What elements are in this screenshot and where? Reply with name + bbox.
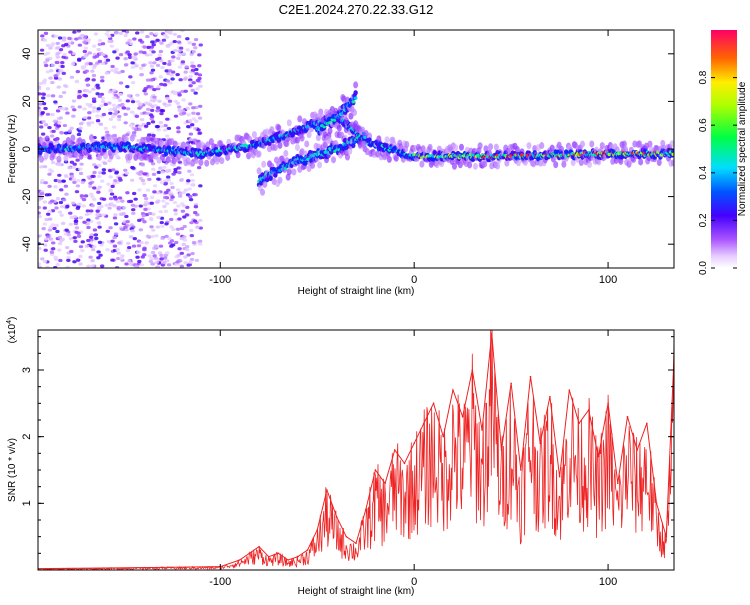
colorbar-tick-label: 0.4 [698, 165, 709, 179]
snr-point [549, 395, 551, 398]
snr-point [316, 529, 319, 531]
colorbar-ticks: 0.0 0.2 0.4 0.6 0.8 [698, 70, 737, 275]
snr-point [384, 482, 386, 485]
spectrogram-y-tick-label: -20 [21, 189, 33, 205]
snr-point [403, 462, 406, 465]
snr-point [587, 409, 590, 411]
snr-point [306, 549, 309, 551]
spectrogram-y-tick-label: 0 [21, 146, 33, 152]
snr-y-scale-exponent: 4 [6, 320, 13, 324]
snr-axes: -100 0 100 1 2 3 [21, 330, 674, 588]
snr-point [461, 415, 464, 418]
chart-title: C2E1.2024.270.22.33.G12 [279, 2, 434, 17]
snr-noise-trace [38, 330, 674, 570]
spectrogram-x-tick-label: -100 [209, 274, 231, 286]
spectrogram-y-tick-label: 20 [21, 95, 33, 107]
snr-point [616, 482, 619, 485]
spectrogram-axes: -100 0 100 -40 -20 0 20 40 [21, 30, 674, 286]
snr-point [597, 455, 600, 458]
snr-points [38, 332, 674, 570]
snr-point [655, 502, 658, 505]
snr-point [258, 545, 260, 548]
colorbar-tick-label: 0.2 [698, 213, 709, 227]
snr-point [626, 415, 629, 418]
snr-point [481, 429, 483, 431]
snr-point [432, 402, 435, 405]
spectrogram-x-label: Height of straight line (km) [298, 286, 415, 297]
snr-point [267, 555, 270, 558]
snr-point [413, 442, 415, 445]
snr-y-scale-prefix: (x10 [7, 323, 18, 343]
snr-point [452, 389, 454, 391]
snr-point [529, 375, 532, 378]
spectrogram-y-tick-label: -40 [21, 236, 33, 252]
snr-point [423, 422, 425, 425]
snr-point [558, 475, 561, 478]
colorbar-tick-label: 0.6 [698, 118, 709, 132]
spectrogram-y-label: Frequency (Hz) [7, 115, 18, 184]
spectrogram-panel: -100 0 100 -40 -20 0 20 40 Height of straight l… [7, 29, 675, 297]
snr-point [161, 566, 163, 569]
snr-point [238, 559, 241, 561]
snr-point [374, 469, 377, 471]
snr-point [490, 332, 493, 335]
snr-y-tick-label: 2 [21, 434, 33, 440]
spectrogram-heatmap [38, 30, 674, 268]
colorbar-tick-label: 0.8 [698, 70, 709, 84]
snr-point [287, 559, 289, 561]
snr-point [539, 442, 542, 445]
snr-point [326, 489, 328, 491]
snr-y-tick-label: 3 [21, 367, 33, 373]
snr-point [335, 515, 338, 518]
snr-y-label: SNR (10 * v/v) [7, 438, 18, 502]
snr-point [646, 422, 648, 425]
colorbar-label: Normalized spectral amplitude [737, 81, 748, 216]
snr-point [364, 509, 367, 511]
colorbar: 0.0 0.2 0.4 0.6 0.8 Normalized spectral ampl… [698, 30, 748, 275]
snr-point [248, 552, 251, 555]
snr-point [636, 449, 638, 451]
snr-point [103, 567, 105, 569]
snr-series-line [38, 333, 674, 570]
snr-point [297, 555, 299, 558]
snr-point [665, 535, 668, 538]
snr-x-label: Height of straight line (km) [298, 586, 415, 597]
snr-point [568, 389, 571, 391]
snr-point [500, 449, 503, 451]
snr-x-tick-label: -100 [209, 576, 231, 588]
snr-point [510, 382, 512, 385]
snr-point [520, 469, 522, 471]
snr-point [355, 542, 357, 545]
spectrogram-x-tick-label: 0 [411, 274, 417, 286]
snr-y-scale: (x104) [6, 317, 18, 344]
colorbar-tick-label: 0.0 [698, 261, 709, 275]
snr-point [345, 535, 348, 538]
snr-point [471, 369, 474, 371]
snr-point [393, 449, 396, 451]
snr-panel: -100 0 100 1 2 3 Height of straight line (km)… [6, 317, 675, 597]
snr-point [607, 402, 609, 405]
snr-x-tick-label: 100 [599, 576, 617, 588]
snr-y-tick-label: 1 [21, 500, 33, 506]
snr-frame [37, 329, 675, 571]
spectrogram-y-tick-label: 40 [21, 48, 33, 60]
colorbar-gradient [711, 30, 737, 268]
snr-point [277, 552, 280, 555]
snr-point [578, 422, 580, 425]
snr-x-tick-label: 0 [411, 576, 417, 588]
spectrogram-x-tick-label: 100 [599, 274, 617, 286]
snr-point [442, 435, 445, 438]
